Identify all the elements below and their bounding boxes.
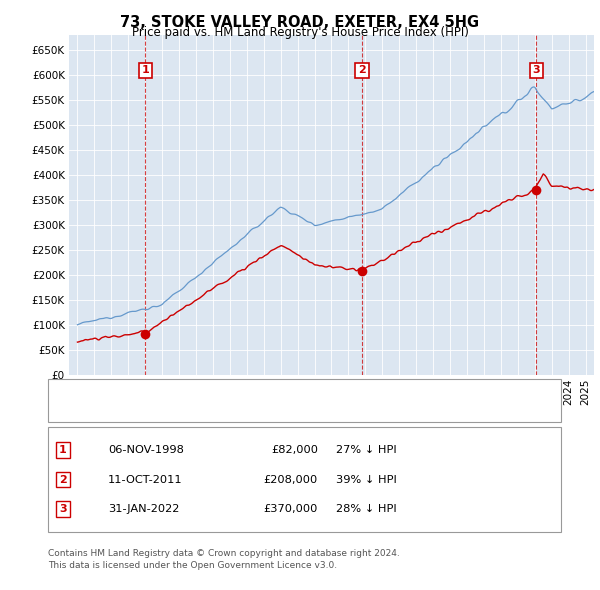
Text: 73, STOKE VALLEY ROAD, EXETER, EX4 5HG (detached house): 73, STOKE VALLEY ROAD, EXETER, EX4 5HG (… (85, 386, 409, 396)
Text: 3: 3 (533, 65, 540, 76)
Text: 28% ↓ HPI: 28% ↓ HPI (336, 504, 397, 514)
Text: 06-NOV-1998: 06-NOV-1998 (108, 445, 184, 455)
Text: £370,000: £370,000 (263, 504, 318, 514)
Text: 73, STOKE VALLEY ROAD, EXETER, EX4 5HG: 73, STOKE VALLEY ROAD, EXETER, EX4 5HG (121, 15, 479, 30)
Text: 2: 2 (59, 475, 67, 484)
Text: £82,000: £82,000 (271, 445, 318, 455)
Text: 3: 3 (59, 504, 67, 514)
Text: This data is licensed under the Open Government Licence v3.0.: This data is licensed under the Open Gov… (48, 560, 337, 570)
Text: 1: 1 (59, 445, 67, 455)
Text: ────: ──── (55, 405, 82, 415)
Text: 1: 1 (142, 65, 149, 76)
Text: HPI: Average price, detached house, Exeter: HPI: Average price, detached house, Exet… (85, 405, 311, 415)
Text: ────: ──── (55, 386, 82, 396)
Text: Contains HM Land Registry data © Crown copyright and database right 2024.: Contains HM Land Registry data © Crown c… (48, 549, 400, 558)
Text: Price paid vs. HM Land Registry's House Price Index (HPI): Price paid vs. HM Land Registry's House … (131, 26, 469, 39)
Text: 2: 2 (358, 65, 366, 76)
Text: 27% ↓ HPI: 27% ↓ HPI (336, 445, 397, 455)
Text: 31-JAN-2022: 31-JAN-2022 (108, 504, 179, 514)
Text: £208,000: £208,000 (264, 475, 318, 484)
Text: 11-OCT-2011: 11-OCT-2011 (108, 475, 182, 484)
Text: 39% ↓ HPI: 39% ↓ HPI (336, 475, 397, 484)
